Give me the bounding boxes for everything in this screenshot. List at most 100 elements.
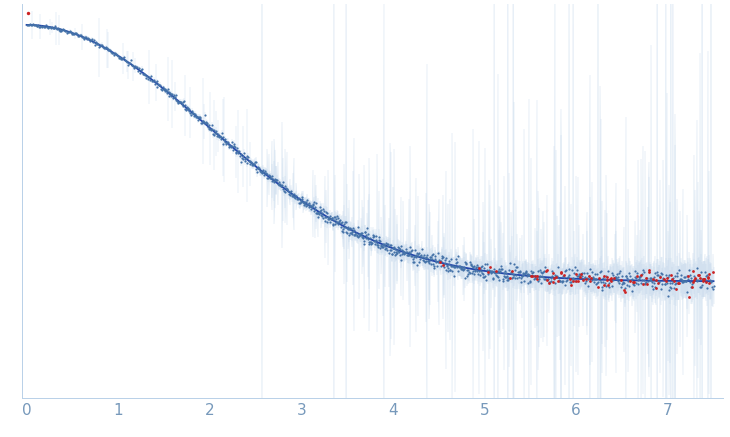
- Point: [297, 198, 309, 205]
- Point: [181, 104, 193, 111]
- Point: [469, 263, 480, 270]
- Point: [456, 266, 468, 273]
- Point: [394, 251, 406, 258]
- Point: [665, 271, 677, 278]
- Point: [596, 283, 607, 290]
- Point: [400, 245, 412, 252]
- Point: [201, 120, 212, 127]
- Point: [196, 119, 208, 126]
- Point: [577, 275, 589, 282]
- Point: [318, 206, 329, 213]
- Point: [101, 45, 112, 52]
- Point: [298, 198, 310, 205]
- Point: [572, 273, 584, 280]
- Point: [403, 252, 415, 259]
- Point: [621, 275, 633, 282]
- Point: [277, 186, 288, 193]
- Point: [276, 182, 288, 189]
- Point: [385, 250, 397, 257]
- Point: [152, 83, 164, 90]
- Point: [307, 200, 318, 207]
- Point: [627, 281, 639, 288]
- Point: [680, 277, 692, 284]
- Point: [395, 243, 407, 250]
- Point: [140, 74, 152, 81]
- Point: [632, 277, 644, 284]
- Point: [34, 23, 46, 30]
- Point: [702, 274, 714, 281]
- Point: [160, 87, 172, 94]
- Point: [437, 254, 448, 261]
- Point: [463, 271, 474, 277]
- Point: [523, 271, 534, 278]
- Point: [154, 81, 166, 88]
- Point: [588, 273, 599, 280]
- Point: [150, 79, 161, 86]
- Point: [23, 21, 34, 28]
- Point: [296, 193, 307, 200]
- Point: [699, 275, 710, 282]
- Point: [369, 241, 381, 248]
- Point: [412, 252, 423, 259]
- Point: [353, 233, 365, 240]
- Point: [159, 88, 171, 95]
- Point: [178, 97, 190, 104]
- Point: [304, 202, 315, 209]
- Point: [238, 149, 250, 156]
- Point: [230, 150, 242, 157]
- Point: [514, 267, 526, 274]
- Point: [80, 34, 91, 41]
- Point: [602, 267, 614, 274]
- Point: [163, 89, 174, 96]
- Point: [274, 181, 285, 188]
- Point: [205, 126, 217, 133]
- Point: [177, 102, 189, 109]
- Point: [384, 246, 396, 253]
- Point: [349, 230, 361, 237]
- Point: [447, 263, 459, 270]
- Point: [370, 236, 382, 243]
- Point: [99, 45, 111, 52]
- Point: [115, 55, 127, 62]
- Point: [374, 244, 385, 251]
- Point: [655, 285, 666, 292]
- Point: [414, 250, 426, 257]
- Point: [698, 276, 710, 283]
- Point: [258, 168, 269, 175]
- Point: [48, 24, 60, 31]
- Point: [356, 229, 367, 236]
- Point: [545, 274, 557, 281]
- Point: [613, 280, 625, 287]
- Point: [301, 199, 312, 206]
- Point: [52, 24, 64, 31]
- Point: [381, 241, 393, 248]
- Point: [653, 272, 664, 279]
- Point: [636, 280, 648, 287]
- Point: [285, 191, 296, 198]
- Point: [352, 234, 364, 241]
- Point: [559, 282, 571, 289]
- Point: [150, 77, 162, 84]
- Point: [461, 260, 472, 267]
- Point: [320, 213, 332, 220]
- Point: [81, 35, 93, 42]
- Point: [389, 251, 401, 258]
- Point: [111, 52, 123, 59]
- Point: [28, 21, 39, 28]
- Point: [192, 116, 204, 123]
- Point: [666, 276, 678, 283]
- Point: [567, 274, 579, 281]
- Point: [153, 81, 165, 88]
- Point: [119, 56, 131, 63]
- Point: [298, 201, 310, 208]
- Point: [526, 273, 537, 280]
- Point: [642, 266, 654, 273]
- Point: [492, 273, 504, 280]
- Point: [94, 42, 106, 49]
- Point: [470, 263, 482, 270]
- Point: [499, 270, 510, 277]
- Point: [640, 279, 652, 286]
- Point: [233, 148, 245, 155]
- Point: [430, 258, 442, 265]
- Point: [542, 275, 554, 282]
